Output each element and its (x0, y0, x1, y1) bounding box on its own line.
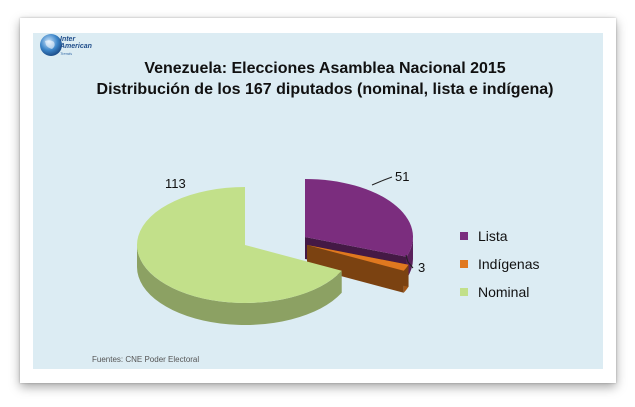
legend-item-lista: Lista (460, 222, 540, 250)
chart-subtitle: Distribución de los 167 diputados (nomin… (96, 81, 554, 98)
chart-legend: Lista Indígenas Nominal (460, 222, 540, 306)
legend-label: Nominal (478, 284, 530, 300)
chart-title: Venezuela: Elecciones Asamblea Nacional … (144, 60, 506, 77)
logo-text: Inter American Trends (60, 36, 92, 57)
leader-line (405, 254, 414, 269)
legend-label: Indígenas (478, 256, 540, 272)
pie-slice-indígenas (307, 245, 409, 271)
logo-line1: Inter (60, 36, 76, 43)
data-label-indígenas: 3 (418, 260, 425, 275)
pie-tops (136, 179, 413, 304)
pie-slice-side-nominal (137, 245, 342, 325)
data-label-nominal: 113 (165, 176, 186, 191)
leader-line (371, 176, 393, 186)
legend-label: Lista (478, 228, 508, 244)
legend-swatch (460, 232, 468, 240)
data-label-lista: 51 (395, 169, 409, 184)
pie-slice-nominal (136, 187, 342, 304)
legend-item-indígenas: Indígenas (460, 250, 540, 278)
legend-swatch (460, 260, 468, 268)
globe-icon (40, 34, 62, 56)
logo-line2: American (60, 43, 92, 50)
legend-item-nominal: Nominal (460, 278, 540, 306)
pie-slice-lista (305, 179, 413, 257)
legend-swatch (460, 288, 468, 296)
logo-line3: Trends (60, 51, 73, 56)
data-labels: 51 3 113 (165, 169, 425, 275)
pie-slice-wall (307, 245, 404, 293)
source-note: Fuentes: CNE Poder Electoral (92, 355, 200, 364)
logo (38, 32, 98, 60)
chart-title-block: Venezuela: Elecciones Asamblea Nacional … (60, 58, 590, 100)
